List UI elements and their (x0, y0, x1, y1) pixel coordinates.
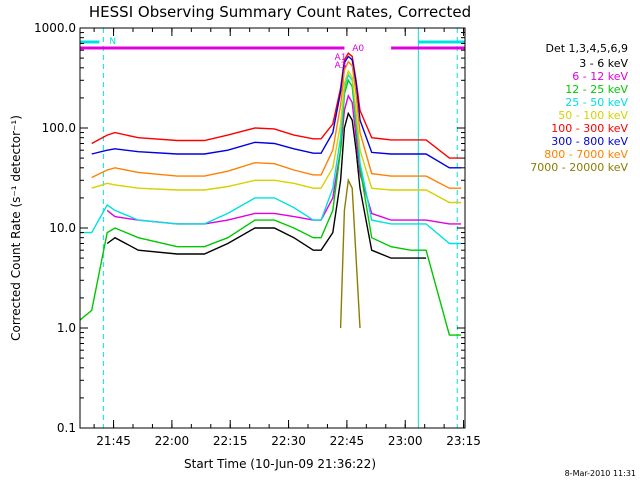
axes: 0.1 1.0 10.0 100.0 1000.0 21:45 22:00 22:15 22:3… (34, 21, 481, 448)
series-line-4 (91, 69, 462, 204)
series-line-0 (106, 111, 427, 259)
series-line-3 (80, 73, 462, 245)
series-line-2 (79, 78, 462, 336)
y-tick-label: 0.1 (57, 421, 76, 435)
series-line-8 (339, 177, 361, 329)
footer-date: 8-Mar-2010 11:31 (565, 469, 636, 478)
series-line-7 (91, 60, 462, 189)
annotation-label: A1 (335, 53, 347, 63)
legend-title: Det 1,3,4,5,6,9 (545, 42, 628, 55)
legend-entry: 300 - 800 keV (551, 135, 628, 148)
legend-entry: 100 - 300 keV (551, 122, 628, 135)
annotation-label: A0 (352, 44, 364, 54)
y-axis-label: Corrected Count Rate (s⁻¹ detector⁻¹) (9, 115, 23, 341)
annotation-label: N (109, 37, 116, 47)
series-line-1 (106, 93, 462, 225)
y-tick-label: 10.0 (49, 221, 76, 235)
legend-entry: 12 - 25 keV (565, 83, 628, 96)
x-tick-label: 23:15 (446, 434, 481, 448)
legend-entry: 25 - 50 keV (565, 96, 628, 109)
legend-entry: 3 - 6 keV (579, 57, 628, 70)
x-tick-label: 22:30 (271, 434, 306, 448)
x-tick-label: 21:45 (96, 434, 131, 448)
y-tick-label: 1000.0 (34, 21, 76, 35)
y-tick-label: 100.0 (42, 121, 76, 135)
y-tick-label: 1.0 (57, 321, 76, 335)
legend-entry: 50 - 100 keV (558, 109, 628, 122)
legend-entry: 800 - 7000 keV (544, 148, 628, 161)
plot-area (79, 28, 465, 428)
legend-entry: 7000 - 20000 keV (530, 161, 628, 174)
x-tick-label: 23:00 (388, 434, 423, 448)
series-line-5 (91, 52, 462, 159)
x-axis-label: Start Time (10-Jun-09 21:36:22) (184, 457, 376, 471)
legend-entry: 6 - 12 keV (572, 70, 628, 83)
series-line-6 (91, 55, 462, 169)
chart-title: HESSI Observing Summary Count Rates, Cor… (89, 3, 471, 21)
x-tick-label: 22:45 (330, 434, 365, 448)
x-tick-label: 22:00 (155, 434, 190, 448)
annotation-label: A3 (335, 61, 347, 71)
x-tick-label: 22:15 (213, 434, 248, 448)
